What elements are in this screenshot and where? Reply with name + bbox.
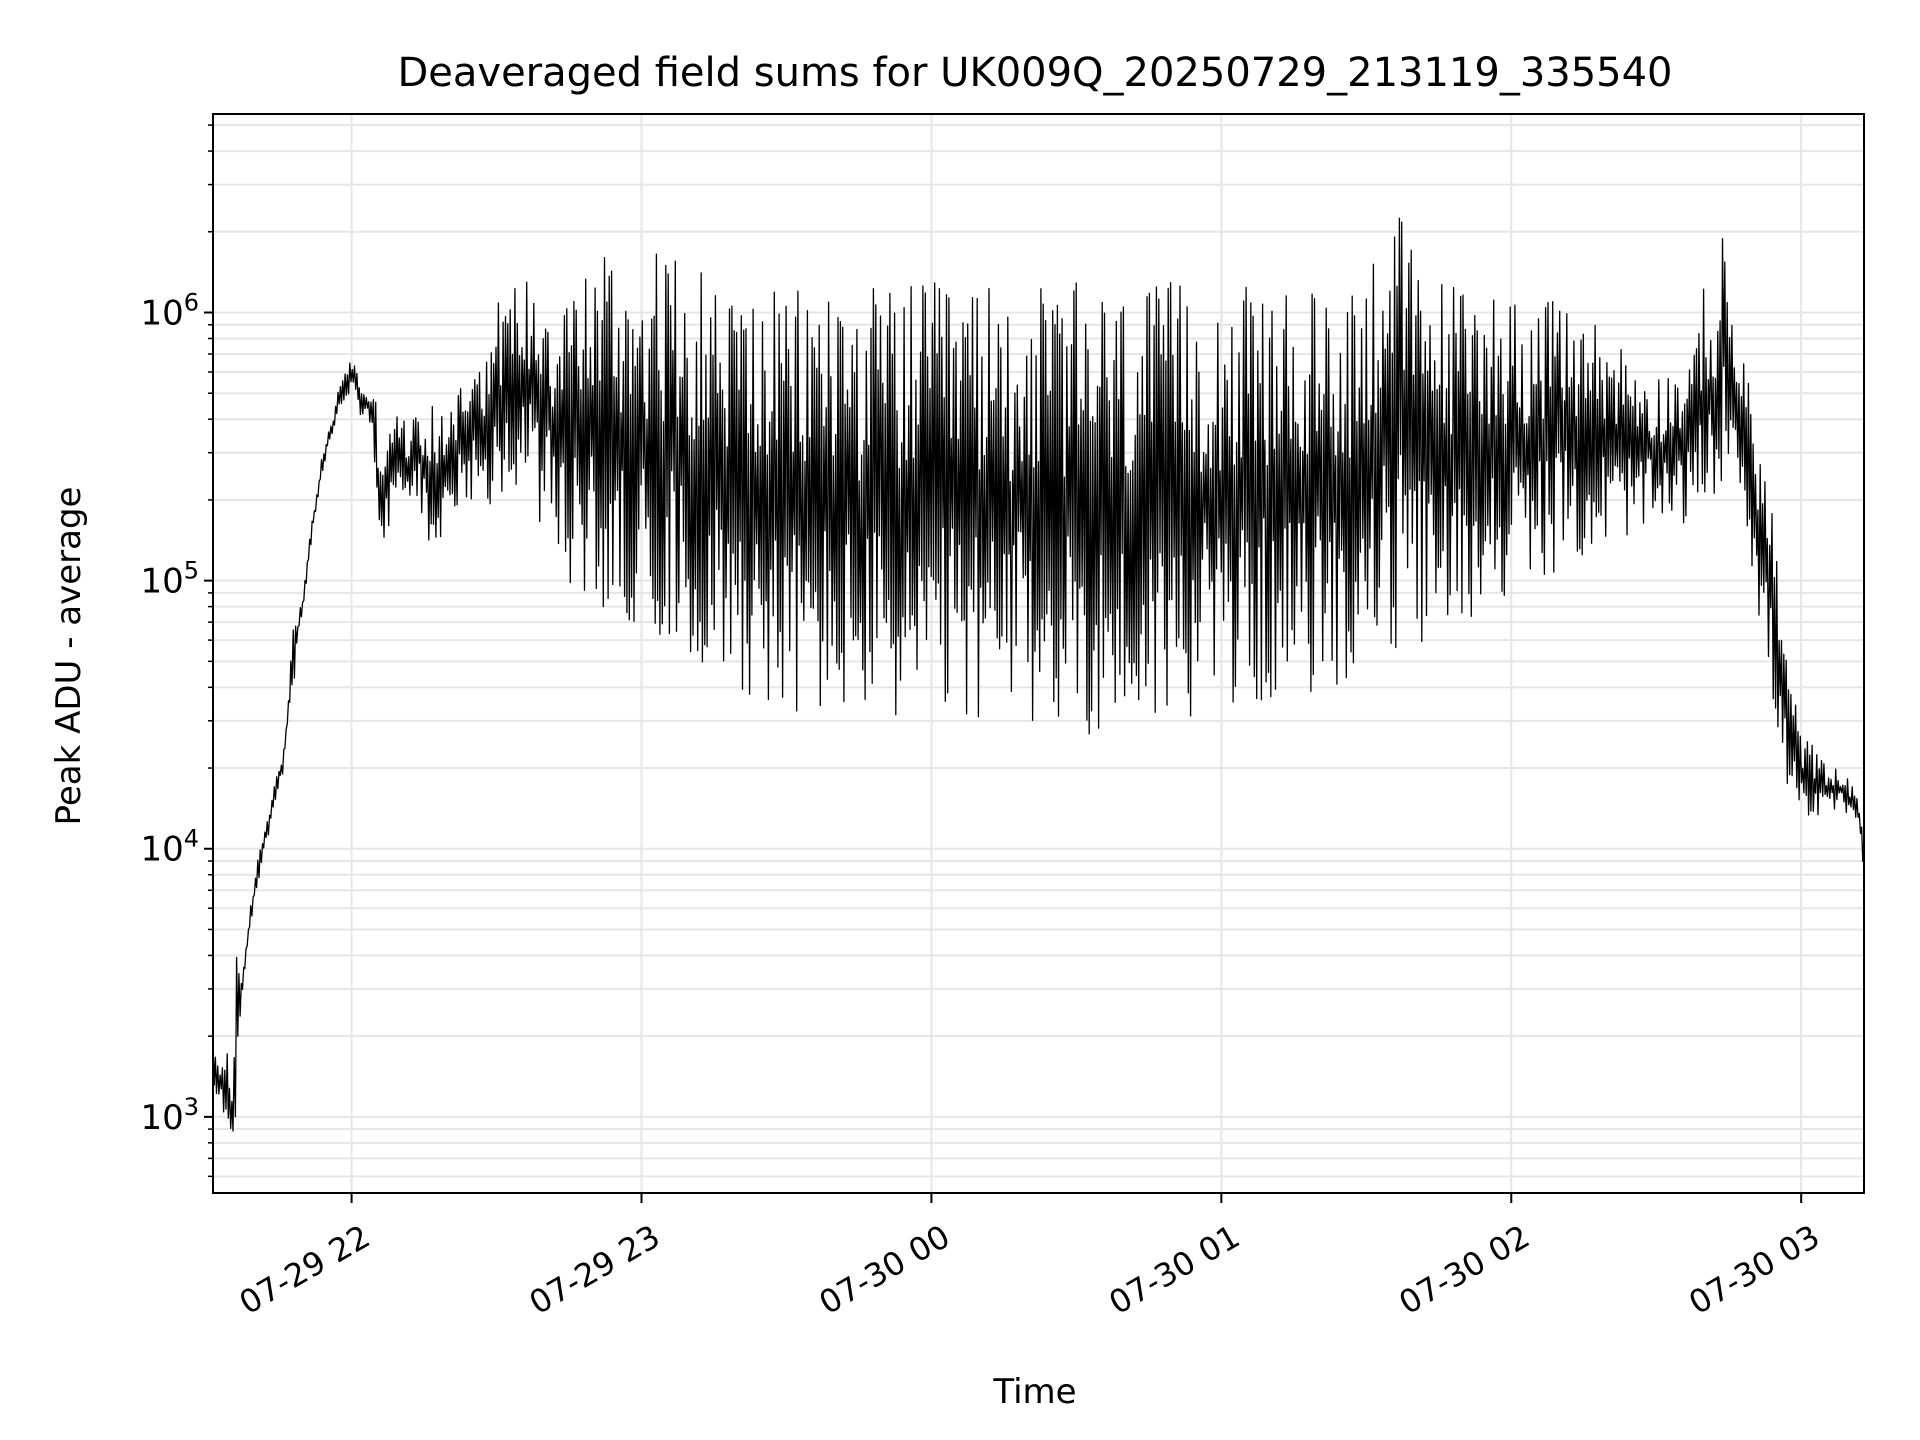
x-axis-label: Time — [992, 1372, 1076, 1412]
y-tick-label: 106 — [140, 289, 199, 334]
chart-title: Deaveraged field sums for UK009Q_2025072… — [397, 50, 1672, 96]
series-line-0 — [212, 217, 1865, 1132]
plot-frame — [212, 113, 1865, 1194]
y-tick-label: 104 — [140, 825, 199, 870]
y-axis-label: Peak ADU - average — [49, 487, 89, 826]
grid-lines — [213, 114, 1864, 1193]
series-layer — [212, 217, 1865, 1132]
y-tick-label: 105 — [140, 557, 199, 602]
y-tick-label: 103 — [140, 1093, 199, 1138]
